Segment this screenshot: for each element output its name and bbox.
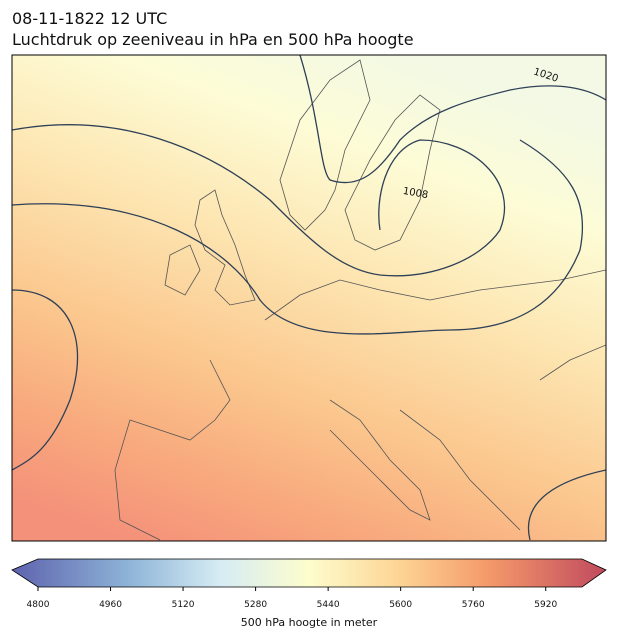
height-field	[12, 55, 606, 541]
tick-label: 5440	[317, 600, 340, 610]
tick-label: 5760	[462, 600, 485, 610]
colorbar-label: 500 hPa hoogte in meter	[241, 616, 378, 629]
map: 1020 1008	[12, 55, 606, 541]
tick-label: 5920	[534, 600, 557, 610]
tick-label: 5600	[389, 600, 412, 610]
tick-label: 5280	[244, 600, 267, 610]
colorbar	[11, 558, 607, 588]
title: 08-11-1822 12 UTC	[12, 9, 167, 28]
tick-label: 4960	[99, 600, 122, 610]
subtitle: Luchtdruk op zeeniveau in hPa en 500 hPa…	[12, 30, 414, 49]
tick-label: 4800	[27, 600, 50, 610]
isobars	[12, 55, 606, 541]
coastlines	[114, 59, 606, 541]
tick-label: 5120	[172, 600, 195, 610]
map-frame	[11, 54, 607, 542]
colorbar-ticks: 4800 4960 5120 5280 5440 5600 5760 5920	[27, 587, 557, 610]
contour-label: 1008	[402, 186, 429, 201]
